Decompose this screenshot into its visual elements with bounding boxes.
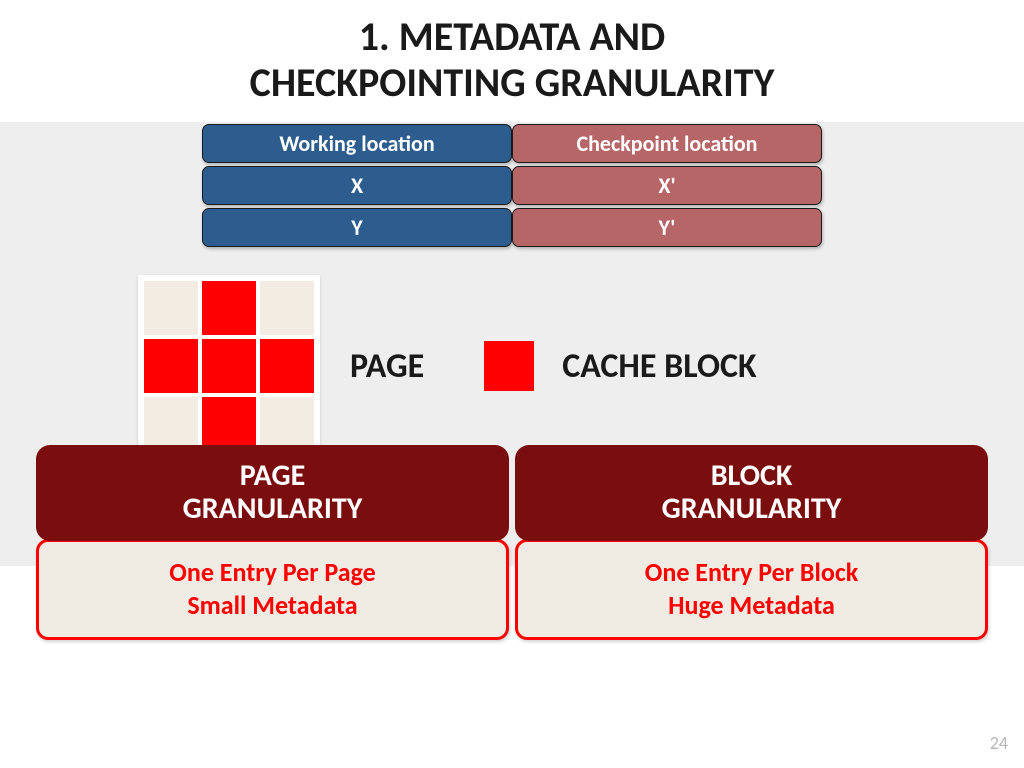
title-line2: CHECKPOINTING GRANULARITY [250, 58, 775, 107]
slide-title: 1. METADATA AND CHECKPOINTING GRANULARIT… [0, 0, 1024, 106]
page-gran-sub: One Entry Per Page Small Metadata [36, 539, 509, 640]
working-row-y: Y [202, 208, 512, 247]
title-line1: 1. METADATA AND [359, 12, 666, 61]
page-cell [202, 339, 256, 393]
checkpoint-row-y: Y' [512, 208, 822, 247]
block-gran-head: BLOCK GRANULARITY [515, 445, 988, 541]
checkpoint-column: Checkpoint location X' Y' [512, 124, 822, 247]
working-header: Working location [202, 124, 512, 163]
working-row-x: X [202, 166, 512, 205]
working-column: Working location X Y [202, 124, 512, 247]
page-cell [202, 281, 256, 335]
page-gran-head: PAGE GRANULARITY [36, 445, 509, 541]
page-cell [144, 397, 198, 451]
granularity-row: PAGE GRANULARITY One Entry Per Page Smal… [36, 445, 988, 640]
cache-block-label: CACHE BLOCK [562, 346, 756, 387]
checkpoint-header: Checkpoint location [512, 124, 822, 163]
checkpoint-row-x: X' [512, 166, 822, 205]
block-gran-head-l2: GRANULARITY [662, 490, 842, 527]
block-gran-sub: One Entry Per Block Huge Metadata [515, 539, 988, 640]
page-label: PAGE [350, 346, 424, 387]
cache-block-square [484, 341, 534, 391]
page-cell [260, 339, 314, 393]
block-granularity-block: BLOCK GRANULARITY One Entry Per Block Hu… [515, 445, 988, 640]
page-granularity-block: PAGE GRANULARITY One Entry Per Page Smal… [36, 445, 509, 640]
page-cell [144, 281, 198, 335]
page-gran-sub-l2: Small Metadata [187, 589, 357, 621]
page-cell [260, 397, 314, 451]
block-gran-sub-l1: One Entry Per Block [645, 556, 858, 588]
page-cell [260, 281, 314, 335]
location-table: Working location X Y Checkpoint location… [202, 124, 822, 247]
page-gran-sub-l1: One Entry Per Page [169, 556, 375, 588]
block-gran-sub-l2: Huge Metadata [668, 589, 835, 621]
block-gran-head-l1: BLOCK [711, 457, 793, 494]
middle-row: PAGE CACHE BLOCK [0, 275, 1024, 457]
page-grid [138, 275, 320, 457]
page-gran-head-l1: PAGE [240, 457, 306, 494]
page-cell [144, 339, 198, 393]
page-gran-head-l2: GRANULARITY [183, 490, 363, 527]
page-cell [202, 397, 256, 451]
page-number: 24 [990, 732, 1008, 754]
